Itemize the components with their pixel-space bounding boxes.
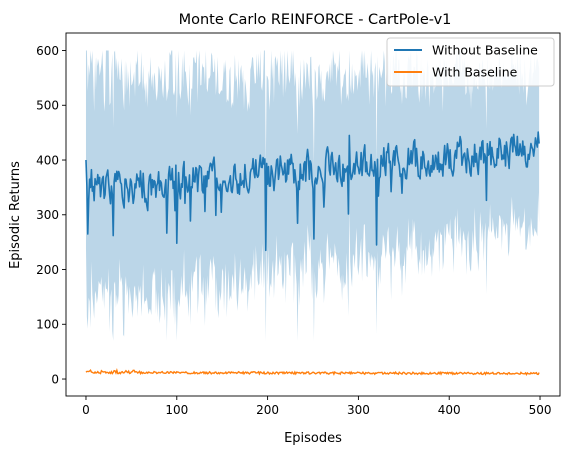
legend-label-with-baseline: With Baseline bbox=[432, 65, 518, 80]
legend: Without Baseline With Baseline bbox=[386, 37, 555, 87]
y-tick-label: 400 bbox=[36, 153, 59, 167]
y-axis: 0 100 200 300 400 500 600 bbox=[36, 44, 66, 386]
x-tick-label: 100 bbox=[165, 403, 188, 417]
series-without-baseline-line bbox=[85, 131, 540, 252]
y-tick-label: 0 bbox=[51, 372, 59, 386]
x-tick-label: 300 bbox=[347, 403, 370, 417]
x-tick-label: 500 bbox=[529, 403, 552, 417]
y-tick-label: 100 bbox=[36, 318, 59, 332]
series-with-baseline-line bbox=[85, 367, 540, 376]
y-tick-label: 300 bbox=[36, 208, 59, 222]
x-tick-label: 400 bbox=[438, 403, 461, 417]
x-tick-label: 200 bbox=[256, 403, 279, 417]
y-axis-label: Episodic Returns bbox=[8, 161, 23, 269]
y-tick-label: 500 bbox=[36, 99, 59, 113]
legend-label-without-baseline: Without Baseline bbox=[432, 43, 538, 58]
x-axis: 0 100 200 300 400 500 bbox=[82, 396, 551, 417]
y-tick-label: 600 bbox=[36, 44, 59, 58]
chart-title: Monte Carlo REINFORCE - CartPole-v1 bbox=[179, 12, 452, 28]
x-axis-label: Episodes bbox=[284, 431, 342, 446]
x-tick-label: 0 bbox=[82, 403, 90, 417]
plot-area bbox=[85, 50, 540, 376]
y-tick-label: 200 bbox=[36, 263, 59, 277]
legend-box bbox=[386, 37, 555, 87]
